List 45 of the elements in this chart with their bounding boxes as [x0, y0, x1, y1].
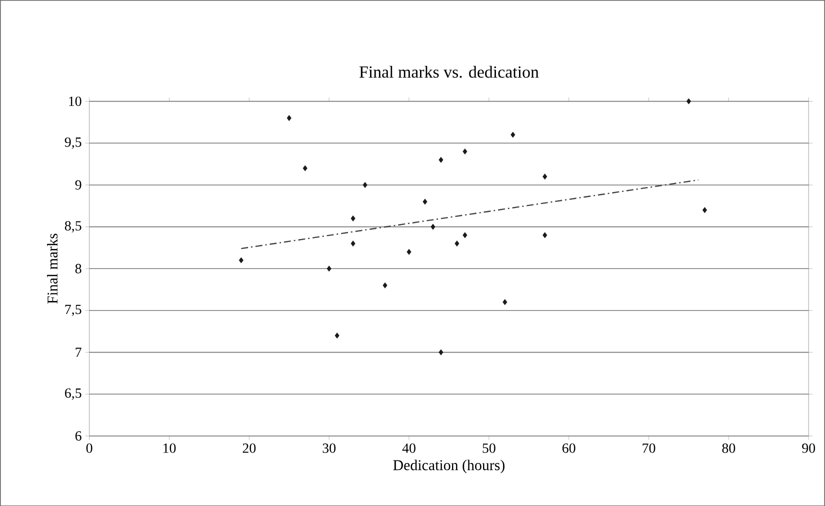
x-tick-label: 60	[562, 443, 576, 453]
x-tick-label: 30	[322, 443, 336, 453]
point	[350, 215, 356, 222]
point	[686, 98, 692, 104]
point	[382, 282, 388, 288]
point	[422, 198, 428, 205]
y-tick-label: 6	[75, 431, 82, 441]
x-tick-label: 50	[482, 443, 496, 453]
x-tick-label: 90	[802, 443, 816, 453]
x-tick-label: 0	[86, 443, 92, 453]
point	[438, 156, 444, 163]
x-tick-label: 20	[242, 443, 256, 453]
point	[286, 114, 292, 121]
point	[702, 206, 708, 213]
point	[302, 165, 308, 172]
y-tick-label: 8,5	[64, 220, 82, 232]
y-tick-label: 8	[75, 264, 82, 274]
y-tick-label: 9,5	[64, 137, 82, 149]
point	[542, 232, 548, 238]
x-tick-label: 10	[163, 443, 176, 453]
point	[462, 148, 468, 154]
point	[542, 173, 548, 180]
point	[362, 182, 368, 188]
point	[502, 298, 508, 305]
y-tick-label: 6,5	[64, 388, 82, 400]
point	[350, 240, 356, 246]
point	[438, 349, 444, 356]
y-tick-label: 9	[75, 180, 82, 190]
y-tick-label: 7,5	[65, 304, 82, 316]
y-axis-title: Final marks	[47, 234, 58, 304]
point	[454, 240, 460, 246]
chart-title: Final marks vs. dedication	[359, 66, 539, 78]
y-tick-label: 10	[69, 96, 82, 106]
point	[430, 224, 436, 230]
point	[238, 257, 244, 264]
x-tick-label: 80	[722, 443, 736, 453]
point	[462, 232, 468, 238]
x-axis-title: Dedication (hours)	[393, 460, 504, 474]
x-tick-label: 40	[402, 443, 416, 453]
y-tick-label: 7	[76, 348, 82, 357]
point	[334, 332, 340, 338]
point	[406, 248, 412, 255]
x-tick-label: 70	[642, 443, 656, 453]
point	[326, 266, 332, 272]
point	[510, 132, 516, 138]
